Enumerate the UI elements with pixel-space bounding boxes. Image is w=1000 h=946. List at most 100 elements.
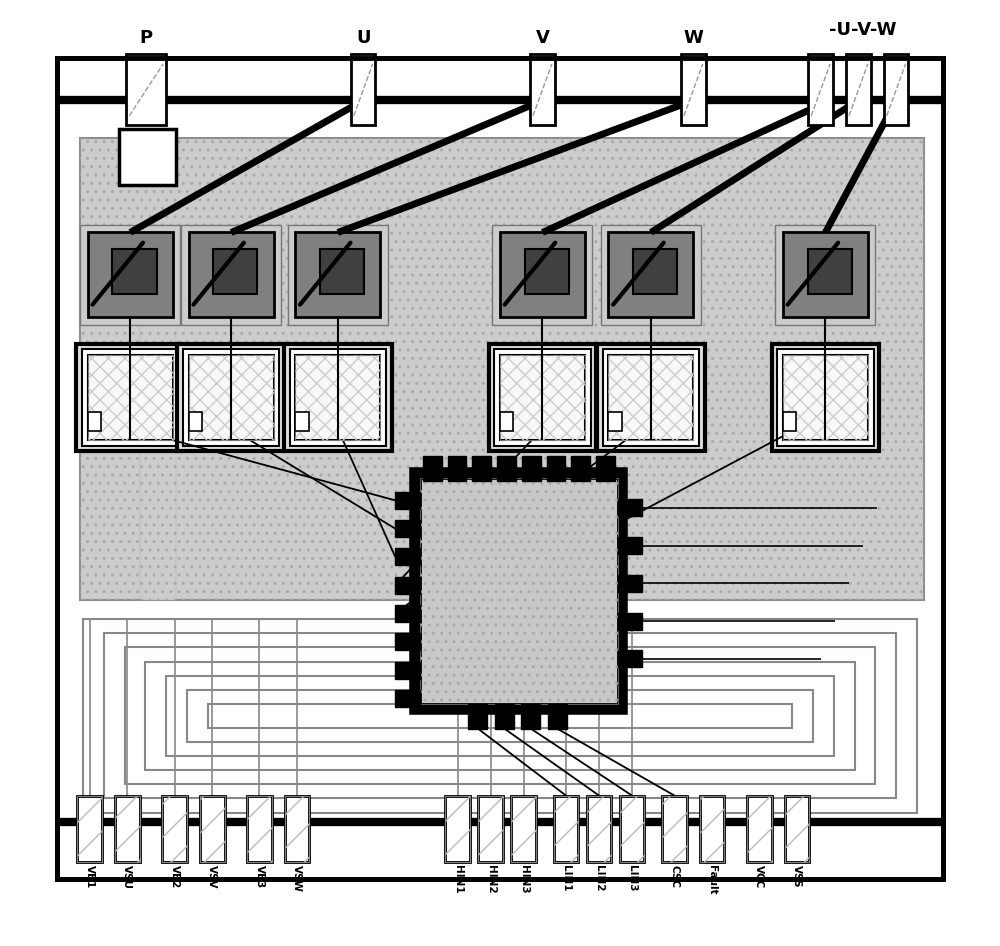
Bar: [608, 412, 622, 430]
Bar: [420, 478, 618, 704]
Bar: [395, 577, 420, 594]
Bar: [597, 343, 705, 451]
Bar: [783, 355, 868, 440]
Bar: [80, 138, 924, 601]
Bar: [494, 349, 591, 446]
Text: VB1: VB1: [85, 866, 95, 888]
Bar: [785, 796, 809, 862]
Bar: [247, 796, 272, 862]
Bar: [320, 250, 364, 293]
Bar: [395, 690, 420, 707]
Text: LIN1: LIN1: [561, 866, 571, 892]
Bar: [189, 233, 274, 317]
Bar: [618, 613, 642, 630]
Text: VB2: VB2: [170, 866, 180, 888]
Bar: [608, 233, 693, 317]
Bar: [77, 796, 102, 862]
Text: CSC: CSC: [669, 866, 679, 888]
Bar: [511, 796, 536, 862]
Bar: [412, 470, 625, 711]
Bar: [395, 634, 420, 650]
Bar: [126, 55, 166, 125]
Bar: [166, 675, 834, 756]
Bar: [395, 492, 420, 509]
Bar: [601, 225, 701, 324]
Text: P: P: [140, 29, 153, 47]
Bar: [57, 58, 943, 879]
Bar: [80, 225, 180, 324]
Text: HIN3: HIN3: [519, 866, 529, 894]
Bar: [140, 312, 176, 601]
Bar: [80, 138, 924, 601]
Bar: [775, 225, 875, 324]
Text: VSW: VSW: [292, 866, 302, 892]
Bar: [618, 537, 642, 554]
Text: V: V: [536, 29, 549, 47]
Bar: [681, 55, 706, 125]
Bar: [521, 704, 540, 728]
Bar: [783, 355, 868, 440]
Text: -U-V-W: -U-V-W: [829, 22, 897, 40]
Bar: [285, 796, 309, 862]
Bar: [112, 250, 157, 293]
Bar: [295, 233, 380, 317]
Bar: [511, 796, 536, 862]
Bar: [445, 796, 470, 862]
Bar: [395, 520, 420, 537]
Bar: [187, 690, 813, 742]
Bar: [785, 796, 809, 862]
Bar: [500, 412, 513, 430]
Bar: [783, 412, 796, 430]
Bar: [492, 225, 592, 324]
Bar: [525, 250, 569, 293]
Bar: [145, 661, 855, 770]
Bar: [104, 634, 896, 798]
Bar: [200, 796, 225, 862]
Bar: [846, 55, 871, 125]
Bar: [468, 704, 487, 728]
Bar: [808, 55, 833, 125]
Bar: [284, 343, 392, 451]
Bar: [608, 355, 693, 440]
Bar: [88, 355, 173, 440]
Bar: [747, 796, 772, 862]
Bar: [618, 499, 642, 517]
Bar: [125, 647, 875, 784]
Bar: [783, 233, 868, 317]
Bar: [162, 796, 187, 862]
Bar: [500, 355, 585, 440]
Bar: [495, 704, 514, 728]
Bar: [620, 796, 644, 862]
Bar: [554, 796, 578, 862]
Bar: [662, 796, 687, 862]
Text: VB3: VB3: [254, 866, 264, 888]
Bar: [530, 55, 555, 125]
Bar: [88, 233, 173, 317]
Text: VSS: VSS: [792, 866, 802, 888]
Bar: [603, 349, 699, 446]
Bar: [290, 349, 386, 446]
Bar: [76, 343, 184, 451]
Text: HIN1: HIN1: [453, 866, 463, 894]
Text: LIN2: LIN2: [594, 866, 604, 892]
Bar: [472, 456, 491, 481]
Bar: [288, 225, 388, 324]
Text: VSU: VSU: [122, 866, 132, 889]
Bar: [208, 704, 792, 727]
Bar: [162, 796, 187, 862]
Bar: [571, 456, 590, 481]
Bar: [772, 343, 879, 451]
Bar: [285, 796, 309, 862]
Text: HIN2: HIN2: [486, 866, 496, 894]
Bar: [177, 343, 285, 451]
Bar: [500, 355, 585, 440]
Bar: [183, 349, 279, 446]
Bar: [88, 355, 173, 440]
Bar: [448, 456, 466, 481]
Text: LIN3: LIN3: [627, 866, 637, 892]
Bar: [115, 796, 140, 862]
Bar: [500, 233, 585, 317]
Bar: [200, 796, 225, 862]
Bar: [618, 650, 642, 667]
Bar: [423, 456, 442, 481]
